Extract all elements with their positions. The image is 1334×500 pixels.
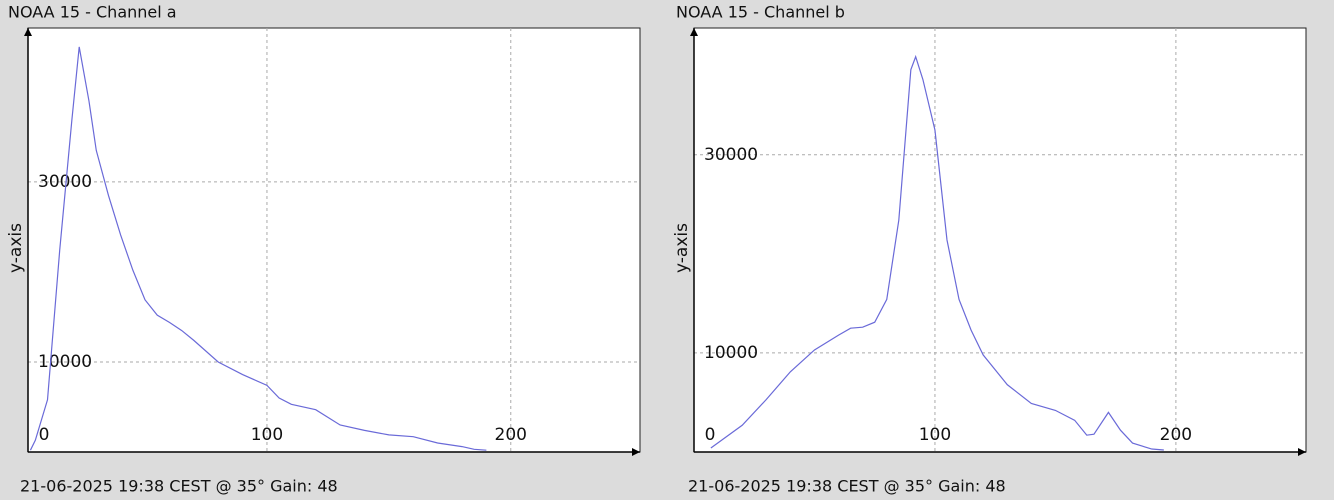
y-tick-label: 30000 <box>38 172 92 192</box>
x-tick-label: 200 <box>1160 425 1192 445</box>
y-axis-label: y-axis <box>6 223 26 273</box>
x-tick-label: 0 <box>705 425 716 445</box>
x-tick-label: 200 <box>495 425 527 445</box>
data-line <box>710 54 1164 451</box>
footer: 21-06-2025 19:38 CEST @ 35° Gain: 48 <box>688 477 1006 496</box>
chart-title: NOAA 15 - Channel b <box>676 3 845 22</box>
y-axis-label: y-axis <box>672 223 692 273</box>
y-tick-label: 10000 <box>38 352 92 372</box>
chart-title: NOAA 15 - Channel a <box>8 3 177 22</box>
axis-arrow <box>24 28 32 36</box>
plot-area <box>27 27 641 453</box>
axis-arrow <box>690 28 698 36</box>
x-tick-label: 100 <box>251 425 283 445</box>
y-tick-label: 30000 <box>704 145 758 165</box>
data-line <box>29 46 487 451</box>
axis-arrow <box>1298 448 1306 456</box>
axis-arrow <box>632 448 640 456</box>
footer: 21-06-2025 19:38 CEST @ 35° Gain: 48 <box>20 477 338 496</box>
x-tick-label: 100 <box>919 425 951 445</box>
plot-area <box>693 27 1307 453</box>
y-tick-label: 10000 <box>704 343 758 363</box>
x-tick-label: 0 <box>39 425 50 445</box>
